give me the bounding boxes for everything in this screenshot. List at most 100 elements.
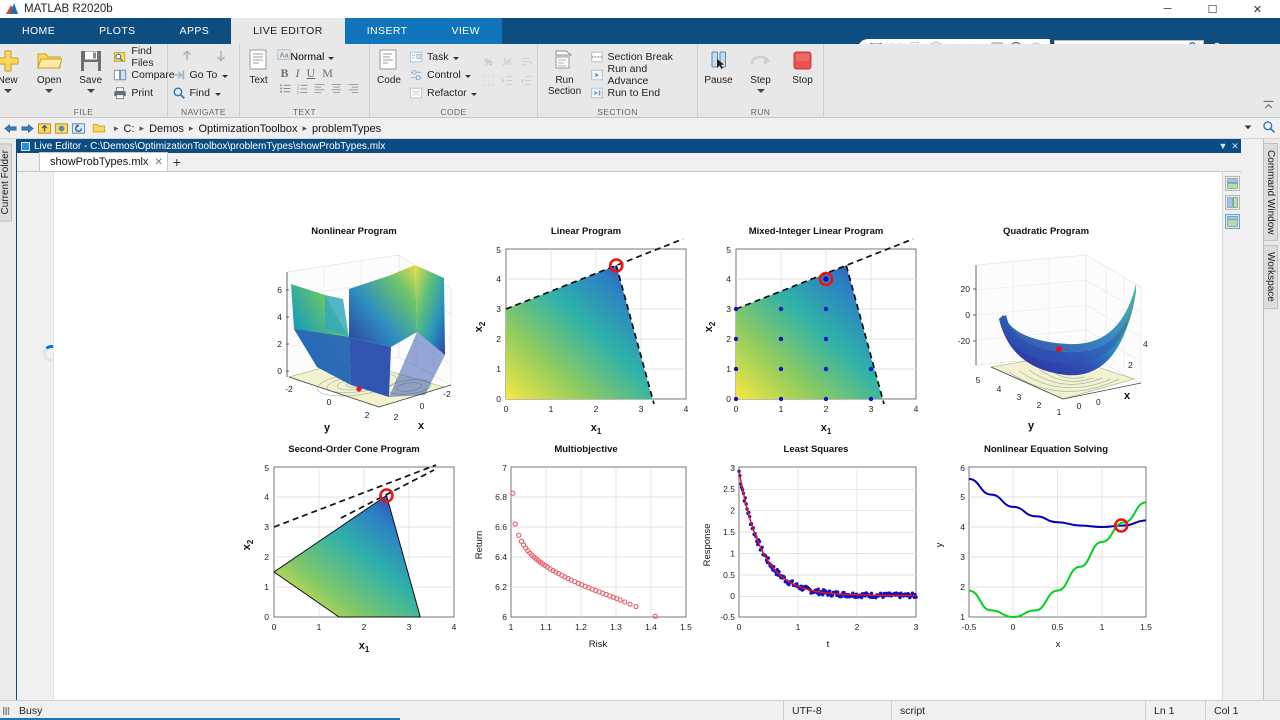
figure-socp[interactable]: Second-Order Cone Program bbox=[239, 444, 469, 659]
align-left-icon[interactable] bbox=[313, 82, 326, 98]
bold-button[interactable]: B bbox=[280, 66, 289, 80]
run-to-end-button[interactable]: Run to End bbox=[588, 84, 694, 102]
layout-output-inline-icon[interactable] bbox=[1224, 176, 1240, 191]
control-button[interactable]: Control bbox=[407, 66, 479, 84]
step-button[interactable]: Step bbox=[740, 44, 782, 93]
search-icon[interactable] bbox=[1262, 120, 1276, 137]
chevron-down-icon[interactable] bbox=[470, 93, 477, 96]
underline-button[interactable]: U bbox=[306, 66, 316, 80]
tab-plots[interactable]: PLOTS bbox=[99, 25, 136, 37]
print-button[interactable]: Print bbox=[111, 84, 180, 102]
refactor-button[interactable]: Refactor bbox=[407, 84, 479, 102]
chevron-down-icon[interactable] bbox=[328, 56, 335, 60]
save-button[interactable]: Save bbox=[70, 44, 112, 93]
go-to-button[interactable]: Go To bbox=[170, 66, 238, 84]
chevron-down-icon[interactable] bbox=[45, 89, 54, 93]
panel-close-button[interactable]: ✕ bbox=[1231, 140, 1239, 151]
figure-milp[interactable]: Mixed-Integer Linear Program bbox=[701, 226, 931, 441]
chevron-down-icon[interactable] bbox=[214, 93, 221, 96]
sidebar-item-workspace[interactable]: Workspace bbox=[1264, 245, 1278, 310]
tab-view[interactable]: VIEW bbox=[429, 18, 502, 44]
up-folder-icon[interactable] bbox=[37, 121, 52, 136]
panel-minimize-button[interactable]: ▼ bbox=[1218, 141, 1228, 151]
yticklabel: 3 bbox=[726, 304, 731, 314]
refresh-icon[interactable] bbox=[71, 121, 86, 136]
run-to-end-label: Run to End bbox=[607, 87, 661, 99]
new-document-tab-button[interactable]: + bbox=[172, 153, 181, 170]
breadcrumb-item-c[interactable]: C: bbox=[123, 122, 135, 135]
chevron-down-icon[interactable] bbox=[464, 75, 471, 78]
forward-arrow-icon[interactable] bbox=[20, 121, 35, 136]
compare-button[interactable]: Compare bbox=[111, 66, 180, 84]
figure-nonlinear-program[interactable]: Nonlinear Program bbox=[239, 226, 469, 441]
yticklabel: 6.4 bbox=[495, 552, 507, 562]
chevron-down-icon[interactable] bbox=[3, 89, 12, 93]
close-icon[interactable]: ✕ bbox=[154, 156, 163, 168]
figure-linear-program[interactable]: Linear Program bbox=[471, 226, 701, 441]
yticklabel: 1.5 bbox=[723, 527, 735, 537]
run-section-button[interactable]: Run Section bbox=[542, 44, 588, 97]
figure-least-squares[interactable]: Least Squares bbox=[701, 444, 931, 659]
status-file-type[interactable]: script bbox=[891, 700, 1145, 720]
increase-indent-icon[interactable] bbox=[498, 71, 517, 90]
chevron-down-icon[interactable] bbox=[1242, 121, 1254, 136]
close-button[interactable]: ✕ bbox=[1252, 3, 1263, 16]
back-arrow-icon[interactable] bbox=[3, 121, 18, 136]
breadcrumb-item-demos[interactable]: Demos bbox=[149, 122, 184, 135]
status-encoding[interactable]: UTF-8 bbox=[783, 700, 891, 720]
tab-apps[interactable]: APPS bbox=[179, 25, 210, 37]
document-tab-showprobtypes[interactable]: showProbTypes.mlx ✕ bbox=[39, 152, 168, 171]
stop-button[interactable]: Stop bbox=[782, 44, 824, 86]
figure-multiobjective[interactable]: Multiobjective 1 bbox=[471, 444, 701, 659]
tab-insert[interactable]: INSERT bbox=[344, 18, 430, 44]
editor-output-canvas[interactable]: Nonlinear Program bbox=[53, 172, 1241, 700]
breadcrumb-item-problemtypes[interactable]: problemTypes bbox=[312, 122, 382, 135]
breadcrumb-item-optimizationtoolbox[interactable]: OptimizationToolbox bbox=[198, 122, 298, 135]
chevron-down-icon[interactable] bbox=[86, 89, 95, 93]
text-button[interactable]: Text bbox=[241, 44, 277, 86]
chevron-down-icon[interactable] bbox=[756, 89, 765, 93]
paragraph-style-label[interactable]: Normal bbox=[290, 50, 325, 63]
new-file-icon bbox=[0, 48, 21, 74]
browse-folder-icon[interactable] bbox=[54, 121, 69, 136]
uncomment-icon[interactable]: % bbox=[498, 52, 517, 71]
open-button[interactable]: Open bbox=[28, 44, 70, 93]
sidebar-item-command-window[interactable]: Command Window bbox=[1264, 143, 1278, 242]
arrow-down-icon[interactable] bbox=[214, 49, 228, 66]
align-right-icon[interactable] bbox=[347, 82, 360, 98]
monospace-button[interactable]: M bbox=[322, 66, 333, 80]
code-button[interactable]: Code bbox=[371, 44, 407, 86]
new-button[interactable]: New bbox=[0, 44, 28, 93]
breadcrumb-separator: ▸ bbox=[302, 123, 308, 133]
wrap-comment-icon[interactable] bbox=[517, 52, 536, 71]
tab-home[interactable]: HOME bbox=[22, 25, 56, 37]
section-break-icon bbox=[590, 50, 604, 64]
arrow-up-icon[interactable] bbox=[180, 49, 194, 66]
xticklabel: 1 bbox=[549, 404, 554, 414]
smart-indent-icon[interactable]: { bbox=[479, 71, 498, 90]
chevron-down-icon[interactable] bbox=[452, 57, 459, 60]
chevron-down-icon[interactable] bbox=[222, 75, 229, 78]
bulleted-list-icon[interactable] bbox=[279, 82, 292, 98]
layout-output-hidden-icon[interactable] bbox=[1224, 214, 1240, 229]
collapse-ribbon-icon[interactable] bbox=[1262, 99, 1275, 115]
tab-live-editor[interactable]: LIVE EDITOR bbox=[231, 18, 345, 44]
maximize-button[interactable]: ☐ bbox=[1207, 3, 1218, 16]
decrease-indent-icon[interactable] bbox=[517, 71, 536, 90]
find-files-button[interactable]: Find Files bbox=[111, 45, 180, 69]
run-and-advance-button[interactable]: Run and Advance bbox=[588, 63, 694, 87]
sidebar-item-current-folder[interactable]: Current Folder bbox=[0, 143, 12, 222]
pause-button[interactable]: Pause bbox=[698, 44, 740, 86]
task-button[interactable]: Task bbox=[407, 48, 479, 66]
figure-nonlinear-equation-solving[interactable]: Nonlinear Equation Solving bbox=[931, 444, 1161, 659]
align-center-icon[interactable] bbox=[330, 82, 343, 98]
comment-icon[interactable]: % bbox=[479, 52, 498, 71]
layout-output-right-icon[interactable] bbox=[1224, 195, 1240, 210]
italic-button[interactable]: I bbox=[295, 66, 300, 80]
find-button[interactable]: Find bbox=[170, 84, 238, 102]
minimize-button[interactable]: ─ bbox=[1163, 3, 1172, 15]
section-break-button[interactable]: Section Break bbox=[588, 48, 694, 66]
refactor-label: Refactor bbox=[427, 87, 467, 99]
figure-quadratic-program[interactable]: Quadratic Program bbox=[931, 226, 1161, 441]
